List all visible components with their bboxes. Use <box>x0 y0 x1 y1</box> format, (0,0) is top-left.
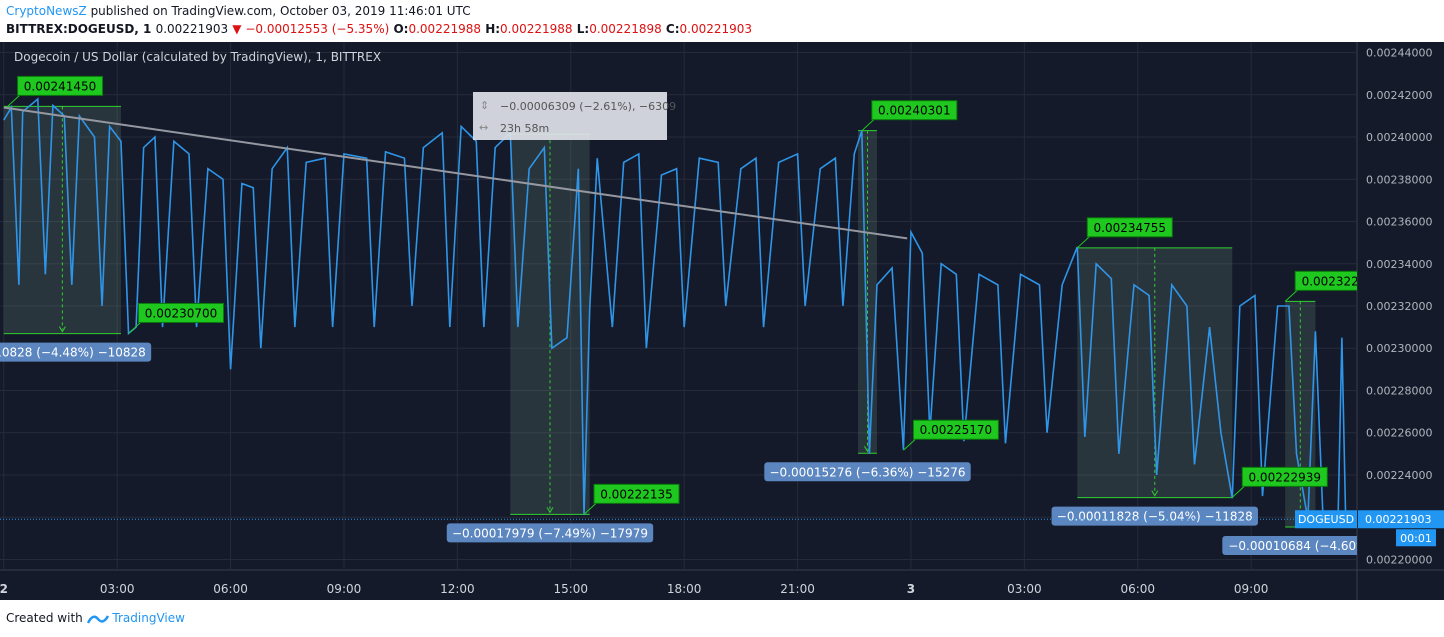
ohlc-value: 0.00221898 <box>589 22 662 36</box>
price-tag: 0.00221903 <box>1365 513 1431 526</box>
ohlc: O:0.00221988 H:0.00221988 L:0.00221898 C… <box>393 22 752 36</box>
y-tick-label: 0.00220000 <box>1366 553 1432 566</box>
y-tick-label: 0.00238000 <box>1366 173 1432 186</box>
y-tick-label: 0.00230000 <box>1366 342 1432 355</box>
callout-label: 0.00234755 <box>1094 221 1167 235</box>
measure-label: −0.00010684 (−4.60%) <box>1228 539 1372 553</box>
callout-box <box>593 483 680 504</box>
callout-box <box>1241 466 1328 487</box>
measure-arrow-head <box>58 326 66 333</box>
x-tick-label: 06:00 <box>213 582 248 596</box>
x-tick-label: 15:00 <box>553 582 588 596</box>
x-tick-label: 09:00 <box>327 582 362 596</box>
y-tick-label: 0.00226000 <box>1366 427 1432 440</box>
ohlc-value: 0.00221988 <box>500 22 573 36</box>
callout-box <box>17 75 104 96</box>
change: ▼ −0.00012553 (−5.35%) <box>232 22 390 36</box>
x-tick-label: 06:00 <box>1120 582 1155 596</box>
callout-pointer <box>903 438 916 451</box>
callout-label: 0.00222135 <box>600 487 673 501</box>
callout-label: 0.00222939 <box>1248 470 1321 484</box>
callout-pointer <box>1076 236 1090 249</box>
measure-label: −0.00015276 (−6.36%) −15276 <box>770 465 966 479</box>
last: 0.00221903 <box>155 22 229 36</box>
y-tick-label: 0.00234000 <box>1366 258 1432 271</box>
callout-label: 0.00241450 <box>24 79 97 93</box>
measure-label: −0.00011828 (−5.04%) −11828 <box>1057 510 1253 524</box>
callout-pointer <box>583 502 597 515</box>
tooltip-icon: ⇕ <box>480 99 489 112</box>
callout-box <box>1294 270 1357 291</box>
footer-brand[interactable]: TradingView <box>112 611 185 625</box>
tooltip-line2: 23h 58m <box>500 122 549 135</box>
ohlc-value: 0.00221988 <box>408 22 481 36</box>
x-tick-label: 12:00 <box>440 582 475 596</box>
y-tick-label: 0.00242000 <box>1366 89 1432 102</box>
y-tick-label: 0.00224000 <box>1366 469 1432 482</box>
callout-box <box>1086 217 1173 238</box>
y-tick-label: 0.00240000 <box>1366 131 1432 144</box>
callout-pointer <box>1231 485 1245 498</box>
publish-line: CryptoNewsZ published on TradingView.com… <box>6 4 471 18</box>
published: published on TradingView.com, October 03… <box>90 4 471 18</box>
y-tick-label: 0.00244000 <box>1366 47 1432 60</box>
measure-label-box <box>0 342 152 362</box>
ohlc-value: 0.00221903 <box>679 22 753 36</box>
y-tick-label: 0.00232000 <box>1366 300 1432 313</box>
price-tag-box <box>1358 510 1444 529</box>
chart-title: Dogecoin / US Dollar (calculated by Trad… <box>14 50 381 64</box>
ohlc-key: O: <box>393 22 409 36</box>
tooltip-icon: ↔ <box>479 121 488 134</box>
x-tick-label: 18:00 <box>667 582 702 596</box>
logo <box>86 614 109 624</box>
countdown: 00:01 <box>1400 532 1432 545</box>
x-tick-label: 03:00 <box>100 582 135 596</box>
callout-label: 0.00230700 <box>145 306 218 320</box>
symbol-tag: DOGEUSD <box>1298 513 1354 526</box>
author[interactable]: CryptoNewsZ <box>6 4 87 18</box>
ohlc-key: H: <box>485 22 501 36</box>
measure-label: 0010828 (−4.48%) −10828 <box>0 346 146 360</box>
measure-label-box <box>1222 536 1357 555</box>
tooltip-line1: −0.00006309 (−2.61%), −6309 <box>500 100 676 113</box>
x-tick-label: 3 <box>907 582 915 596</box>
symbol-tag-box <box>1295 510 1357 529</box>
callout-label: 0.0023222 <box>1302 274 1367 288</box>
measure-label-box <box>764 462 971 482</box>
callout-label: 0.00225170 <box>920 423 993 437</box>
measure-area <box>1077 247 1233 498</box>
callout-box <box>912 419 999 440</box>
plot: 0010828 (−4.48%) −10828 −0.00017979 (−7.4… <box>0 42 1372 570</box>
measure-label-box <box>446 523 654 543</box>
countdown-box <box>1396 529 1436 547</box>
callout-box <box>871 100 958 121</box>
callout-box <box>138 302 225 323</box>
ohlc-key: L: <box>576 22 590 36</box>
x-tick-label: 03:00 <box>1007 582 1042 596</box>
symbol-line: BITTREX:DOGEUSD, 1 0.00221903 ▼ −0.00012… <box>6 22 752 36</box>
x-tick-label: 21:00 <box>780 582 815 596</box>
footer-text: Created with <box>6 611 83 625</box>
callout-pointer <box>1284 289 1298 302</box>
callout-pointer <box>861 119 875 132</box>
x-tick-label: 09:00 <box>1234 582 1269 596</box>
footer: Created with TradingView <box>6 611 185 625</box>
measure-arrow-head <box>546 507 554 514</box>
callout-pointer <box>7 95 20 107</box>
y-tick-label: 0.00236000 <box>1366 216 1432 229</box>
y-tick-label: 0.00228000 <box>1366 384 1432 397</box>
callout-label: 0.00240301 <box>878 104 951 118</box>
symbol: BITTREX:DOGEUSD, 1 <box>6 22 152 36</box>
measure-arrow-head <box>1151 490 1159 497</box>
trend-line <box>3 106 908 240</box>
tooltip-box <box>473 92 667 140</box>
measure-label: −0.00017979 (−7.49%) −17979 <box>452 526 648 540</box>
x-tick-label: 2 <box>0 582 8 596</box>
price-line <box>3 97 1347 520</box>
ohlc-key: C: <box>665 22 680 36</box>
chart: 0010828 (−4.48%) −10828 −0.00017979 (−7.4… <box>0 42 1444 600</box>
measure-label-box <box>1051 506 1258 526</box>
callout-pointer <box>128 322 141 334</box>
